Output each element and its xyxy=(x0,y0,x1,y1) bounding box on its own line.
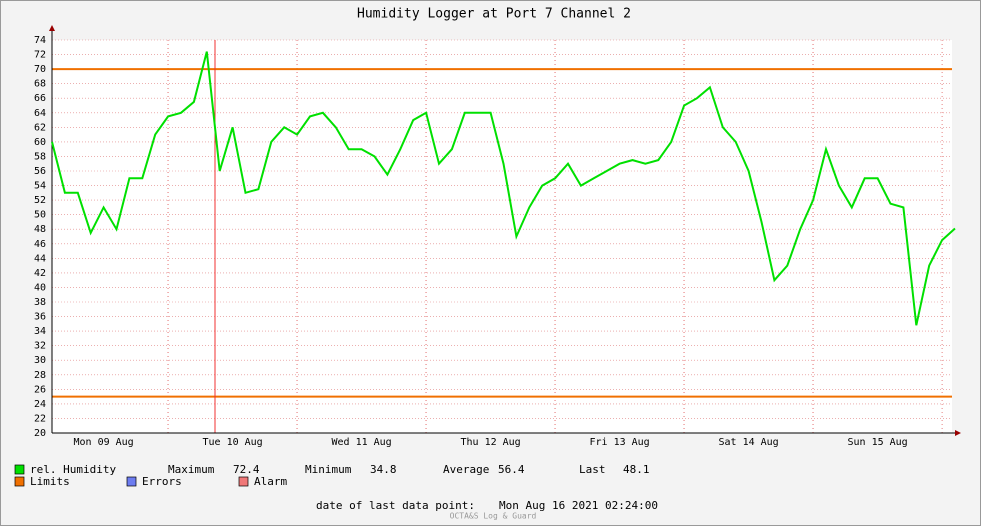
footer-label: date of last data point: xyxy=(316,499,475,512)
stat-label: Minimum xyxy=(305,463,352,476)
y-tick-label: 74 xyxy=(34,35,46,46)
legend-swatch xyxy=(14,464,25,475)
series-line xyxy=(51,51,956,326)
x-tick-label: Tue 10 Aug xyxy=(202,437,262,448)
y-tick-label: 40 xyxy=(34,282,46,293)
arrow xyxy=(955,430,961,436)
stat-value: 48.1 xyxy=(623,463,650,476)
plot-area xyxy=(52,40,952,433)
stat-label: Average xyxy=(443,463,489,476)
y-tick-label: 56 xyxy=(34,166,46,177)
y-tick-label: 72 xyxy=(34,50,46,61)
y-tick-label: 68 xyxy=(34,79,46,90)
stat-label: Last xyxy=(579,463,606,476)
y-tick-label: 30 xyxy=(34,355,46,366)
legend-label: rel. Humidity xyxy=(30,463,116,476)
y-tick-label: 22 xyxy=(34,413,46,424)
legend-swatch xyxy=(238,476,249,487)
y-tick-label: 44 xyxy=(34,253,46,264)
legend-label: Alarm xyxy=(254,475,287,488)
y-tick-label: 70 xyxy=(34,64,46,75)
y-tick-label: 32 xyxy=(34,341,46,352)
stat-label: Maximum xyxy=(168,463,215,476)
watermark: OCTA&S Log & Guard xyxy=(450,512,537,521)
y-tick-label: 38 xyxy=(34,297,46,308)
y-tick-label: 24 xyxy=(34,399,46,410)
legend-label: Errors xyxy=(142,475,182,488)
chart-title: Humidity Logger at Port 7 Channel 2 xyxy=(357,7,631,22)
legend-label: Limits xyxy=(30,475,70,488)
x-tick-label: Mon 09 Aug xyxy=(73,437,133,448)
y-tick-label: 50 xyxy=(34,210,46,221)
y-tick-label: 36 xyxy=(34,312,46,323)
x-tick-label: Thu 12 Aug xyxy=(460,437,520,448)
y-tick-label: 46 xyxy=(34,239,46,250)
x-tick-label: Wed 11 Aug xyxy=(331,437,391,448)
y-tick-label: 62 xyxy=(34,122,46,133)
legend-swatch xyxy=(14,476,25,487)
y-tick-label: 26 xyxy=(34,384,46,395)
legend-swatch xyxy=(126,476,137,487)
y-tick-label: 66 xyxy=(34,93,46,104)
y-tick-label: 42 xyxy=(34,268,46,279)
stat-value: 72.4 xyxy=(233,463,260,476)
footer-value: Mon Aug 16 2021 02:24:00 xyxy=(499,499,658,512)
y-tick-label: 52 xyxy=(34,195,46,206)
y-tick-label: 48 xyxy=(34,224,46,235)
y-tick-label: 20 xyxy=(34,428,46,439)
y-tick-label: 54 xyxy=(34,181,46,192)
y-tick-label: 58 xyxy=(34,151,46,162)
y-tick-label: 64 xyxy=(34,108,46,119)
y-tick-label: 60 xyxy=(34,137,46,148)
y-tick-label: 34 xyxy=(34,326,46,337)
arrow xyxy=(49,25,55,31)
x-tick-label: Sat 14 Aug xyxy=(718,437,778,448)
stat-value: 34.8 xyxy=(370,463,397,476)
x-tick-label: Sun 15 Aug xyxy=(847,437,907,448)
y-tick-label: 28 xyxy=(34,370,46,381)
x-tick-label: Fri 13 Aug xyxy=(589,437,649,448)
stat-value: 56.4 xyxy=(498,463,525,476)
